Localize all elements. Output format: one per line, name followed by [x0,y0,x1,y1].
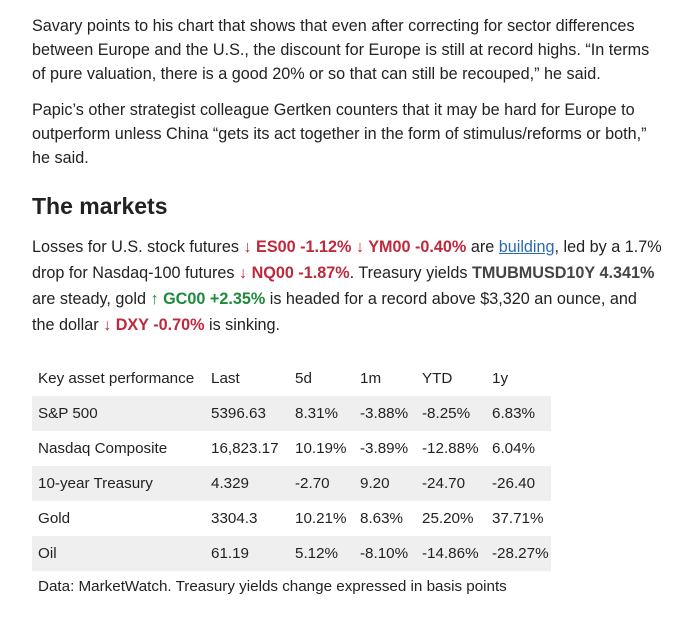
cell-1m: 9.20 [354,466,416,501]
header-last: Last [211,370,240,387]
cell-5d: 5.12% [289,536,354,571]
cell-ytd: 25.20% [422,510,474,527]
table-row: S&P 500 5396.63 8.31% -3.88% -8.25% 6.83… [32,396,551,431]
cell-1y: -26.40 [486,466,551,501]
cell-last: 5396.63 [205,396,289,431]
cell-1m: 8.63% [360,510,404,527]
cell-1y: 6.04% [492,440,536,457]
header-1y: 1y [492,370,509,387]
markets-paragraph: Losses for U.S. stock futures ↓ ES00 -1.… [32,234,662,338]
markets-text: are [466,238,499,256]
asset-performance-table: Key asset performance Last 5d 1m YTD 1y … [32,361,551,571]
ticker-symbol: YM00 [368,238,411,256]
ticker-change: +2.35% [209,290,266,308]
cell-ytd: -12.88% [422,440,479,457]
ticker-symbol: TMUBMUSD10Y [472,264,595,282]
markets-text: , led by a 1.7% drop for Nasdaq-100 futu… [32,238,662,282]
cell-ytd: -8.25% [416,396,486,431]
markets-text: . Treasury yields [349,264,473,282]
header-asset: Key asset performance [38,370,195,387]
cell-asset: Nasdaq Composite [38,440,168,457]
cell-5d: 10.21% [295,510,347,527]
down-arrow-icon: ↓ [238,264,248,282]
down-arrow-icon: ↓ [355,238,365,256]
table-row: Oil 61.19 5.12% -8.10% -14.86% -28.27% [32,536,551,571]
cell-5d: 8.31% [289,396,354,431]
table-source-note: Data: MarketWatch. Treasury yields chang… [38,578,507,595]
cell-asset: Gold [38,510,71,527]
cell-ytd: -14.86% [416,536,486,571]
header-ytd: YTD [422,370,453,387]
down-arrow-icon: ↓ [103,316,112,334]
cell-last: 61.19 [205,536,289,571]
table-row: 10-year Treasury 4.329 -2.70 9.20 -24.70… [32,466,551,501]
ticker-nq00[interactable]: ↓ NQ00 -1.87% [239,264,350,282]
cell-asset: Oil [32,536,205,571]
paragraph-papic: Papic’s other strategist colleague Gertk… [32,101,647,167]
header-1m: 1m [360,370,382,387]
cell-1y: 37.71% [492,510,544,527]
section-heading-markets: The markets [32,193,168,219]
cell-1y: 6.83% [486,396,551,431]
paragraph-savary: Savary points to his chart that shows th… [32,17,650,83]
table-row: Gold 3304.3 10.21% 8.63% 25.20% 37.71% [32,501,551,536]
cell-ytd: -24.70 [416,466,486,501]
markets-text: is headed for a record above $3,320 an o… [32,290,637,334]
ticker-tmubmusd10y[interactable]: TMUBMUSD10Y 4.341% [472,264,654,282]
ticker-change: -1.12% [300,238,352,256]
cell-last: 3304.3 [211,510,258,527]
ticker-dxy[interactable]: ↓ DXY -0.70% [103,316,204,334]
cell-1y: -28.27% [486,536,551,571]
down-arrow-icon: ↓ [243,238,252,256]
ticker-change: -0.40% [415,238,467,256]
cell-1m: -3.89% [360,440,409,457]
cell-1m: -8.10% [354,536,416,571]
ticker-change: -0.70% [153,316,205,334]
cell-1m: -3.88% [354,396,416,431]
header-5d: 5d [295,370,312,387]
ticker-es00[interactable]: ↓ ES00 -1.12% [243,238,351,256]
building-link[interactable]: building [498,238,555,256]
table-header-row: Key asset performance Last 5d 1m YTD 1y [32,361,551,396]
markets-text: are steady, gold [32,290,151,308]
ticker-change: 4.341% [599,264,655,282]
cell-last: 4.329 [205,466,289,501]
markets-text: is sinking. [204,316,281,334]
cell-asset: 10-year Treasury [32,466,205,501]
cell-5d: -2.70 [289,466,354,501]
cell-last: 16,823.17 [211,440,279,457]
cell-5d: 10.19% [295,440,347,457]
ticker-ym00[interactable]: ↓ YM00 -0.40% [356,238,466,256]
ticker-symbol: GC00 [163,290,206,308]
ticker-gc00[interactable]: ↑ GC00 +2.35% [150,290,265,308]
up-arrow-icon: ↑ [150,290,159,308]
ticker-symbol: DXY [115,316,149,334]
cell-asset: S&P 500 [32,396,205,431]
ticker-symbol: ES00 [256,238,296,256]
markets-text: Losses for U.S. stock futures [32,238,244,256]
table-row: Nasdaq Composite 16,823.17 10.19% -3.89%… [32,431,551,466]
ticker-symbol: NQ00 [251,264,294,282]
article-body: Savary points to his chart that shows th… [32,14,662,338]
ticker-change: -1.87% [298,264,350,282]
